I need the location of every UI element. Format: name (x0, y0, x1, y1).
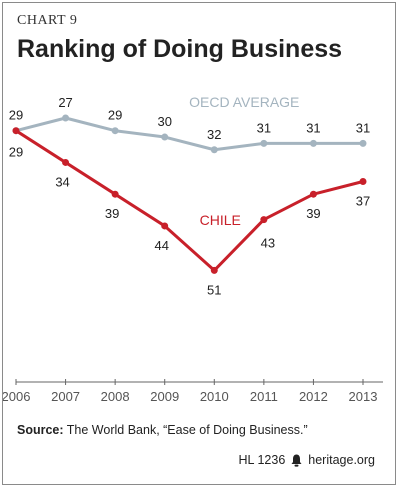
x-tick-label: 2007 (51, 389, 80, 404)
data-label-oecd: 32 (207, 127, 221, 142)
data-label-chile: 39 (306, 206, 320, 221)
chart-kicker: CHART 9 (17, 13, 78, 28)
point-oecd (161, 133, 169, 141)
point-chile (260, 216, 268, 224)
point-chile (62, 158, 70, 166)
data-label-chile: 43 (261, 236, 275, 251)
bell-icon (291, 454, 302, 467)
point-oecd (309, 139, 317, 147)
site-name: heritage.org (308, 453, 375, 467)
point-chile (111, 190, 119, 198)
point-chile (12, 127, 20, 135)
x-tick-label: 2008 (101, 389, 130, 404)
source-text: The World Bank, “Ease of Doing Business.… (66, 423, 308, 437)
source-label: Source: (17, 423, 64, 437)
series-label-oecd: OECD AVERAGE (189, 94, 299, 110)
data-label-chile: 39 (105, 206, 119, 221)
point-oecd (111, 127, 119, 135)
x-tick-label: 2012 (299, 389, 328, 404)
data-label-oecd: 31 (306, 120, 320, 135)
report-id: HL 1236 (238, 453, 286, 467)
point-oecd (210, 146, 218, 154)
point-chile (359, 178, 367, 185)
x-tick-label: 2013 (349, 389, 378, 404)
data-label-oecd: 30 (157, 114, 171, 129)
source-note: Source: The World Bank, “Ease of Doing B… (17, 423, 308, 437)
data-label-oecd: 29 (108, 108, 122, 123)
credit-line: HL 1236 heritage.org (238, 453, 375, 467)
line-chart: 2006 2007 2008 2009 2010 2011 2012 2013 29 27 29 30… (3, 94, 383, 404)
chart-title: Ranking of Doing Business (17, 35, 343, 63)
data-label-chile: 44 (154, 238, 168, 253)
point-oecd (359, 139, 367, 147)
point-oecd (260, 139, 268, 147)
data-label-chile: 51 (207, 282, 221, 297)
series-line-oecd (15, 116, 363, 152)
x-tick-label: 2011 (250, 389, 278, 404)
chart-frame: CHART 9 Ranking of Doing Business 2006 20… (2, 2, 396, 485)
point-oecd (62, 114, 70, 122)
data-label-oecd: 27 (58, 95, 72, 110)
x-tick-label: 2006 (3, 389, 30, 404)
data-label-chile: 29 (9, 145, 23, 160)
data-label-oecd: 31 (257, 120, 271, 135)
series-label-chile: CHILE (200, 212, 241, 228)
data-label-oecd: 29 (9, 108, 23, 123)
data-label-chile: 37 (356, 194, 370, 209)
data-label-oecd: 31 (356, 120, 370, 135)
x-tick-label: 2010 (200, 389, 229, 404)
point-chile (309, 190, 317, 198)
series-line-chile (15, 129, 364, 272)
point-chile (210, 266, 218, 274)
data-label-chile: 34 (55, 174, 69, 189)
x-tick-label: 2009 (150, 389, 179, 404)
point-chile (161, 222, 169, 230)
